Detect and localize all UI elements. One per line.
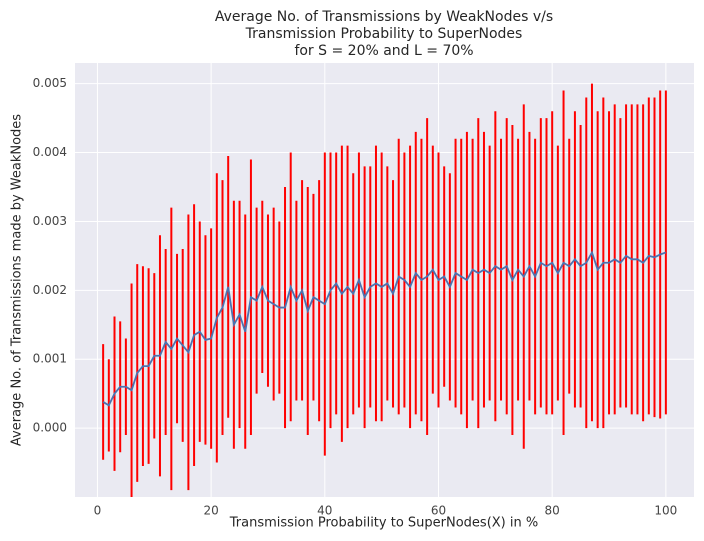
x-tick-label: 40 <box>317 504 332 518</box>
y-tick-label: 0.000 <box>33 421 67 435</box>
y-axis-label: Average No. of Transmissions made by Wea… <box>10 114 25 446</box>
y-tick-label: 0.005 <box>33 76 67 90</box>
y-tick-label: 0.003 <box>33 214 67 228</box>
x-tick-label: 100 <box>654 504 677 518</box>
x-tick-label: 60 <box>431 504 446 518</box>
chart-title: Transmission Probability to SuperNodes <box>245 26 523 42</box>
y-tick-label: 0.002 <box>33 283 67 297</box>
chart-title: for S = 20% and L = 70% <box>294 43 473 59</box>
x-tick-label: 20 <box>203 504 218 518</box>
plot-area <box>75 63 694 497</box>
x-tick-label: 0 <box>94 504 102 518</box>
y-tick-label: 0.001 <box>33 352 67 366</box>
x-tick-label: 80 <box>545 504 560 518</box>
x-axis-label: Transmission Probability to SuperNodes(X… <box>229 516 538 531</box>
chart-title: Average No. of Transmissions by WeakNode… <box>215 9 553 25</box>
mean-line <box>102 250 667 407</box>
y-tick-label: 0.004 <box>33 145 67 159</box>
